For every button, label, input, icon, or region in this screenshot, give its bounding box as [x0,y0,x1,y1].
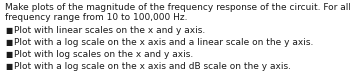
Text: ■: ■ [5,50,12,59]
Text: ■: ■ [5,38,12,47]
Text: Make plots of the magnitude of the frequency response of the circuit. For all of: Make plots of the magnitude of the frequ… [5,3,350,12]
Text: ■: ■ [5,26,12,35]
Text: Plot with a log scale on the x axis and dB scale on the y axis.: Plot with a log scale on the x axis and … [14,62,291,71]
Text: Plot with a log scale on the x axis and a linear scale on the y axis.: Plot with a log scale on the x axis and … [14,38,313,47]
Text: Plot with linear scales on the x and y axis.: Plot with linear scales on the x and y a… [14,26,205,35]
Text: Plot with log scales on the x and y axis.: Plot with log scales on the x and y axis… [14,50,193,59]
Text: ■: ■ [5,62,12,71]
Text: frequency range from 10 to 100,000 Hz.: frequency range from 10 to 100,000 Hz. [5,13,188,22]
